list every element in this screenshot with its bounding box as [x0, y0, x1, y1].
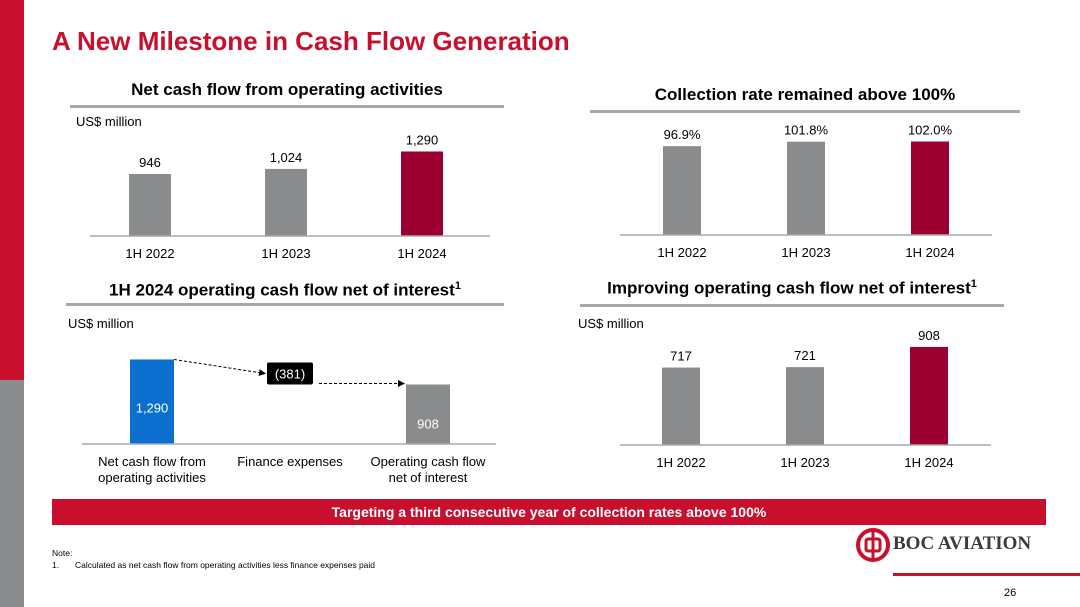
chart3-tick-label-1: Finance expenses — [237, 454, 343, 469]
chart3-title-rule — [66, 303, 504, 306]
chart1-bar-0 — [129, 174, 171, 236]
slide-title: A New Milestone in Cash Flow Generation — [52, 26, 570, 56]
chart4-tick-label-0: 1H 2022 — [656, 455, 705, 470]
chart2-bar-1 — [787, 141, 825, 235]
note-heading: Note: — [52, 548, 73, 558]
side-accent-grey — [0, 380, 24, 607]
target-banner: Targeting a third consecutive year of co… — [52, 499, 1046, 525]
chart2-tick-label-2: 1H 2024 — [905, 245, 954, 260]
chart3-title-text: 1H 2024 operating cash flow net of inter… — [109, 280, 455, 300]
chart4-title-rule — [580, 304, 1004, 307]
chart3-bar-0 — [130, 359, 174, 444]
chart4-bar-2 — [910, 346, 948, 445]
chart1-value-label-2: 1,290 — [406, 132, 439, 147]
chart2-value-label-1: 101.8% — [784, 123, 829, 138]
chart2-svg: 96.9% 101.8% 102.0% 1H 2022 1H 2023 1H 2024 — [620, 123, 992, 260]
chart4-title-text: Improving operating cash flow net of int… — [607, 278, 971, 298]
chart1-bar-2 — [401, 151, 443, 236]
page-number: 26 — [1004, 587, 1017, 599]
chart3-svg: 1,290 908 (381) Net cash flow from operatin… — [82, 358, 496, 485]
chart1-bar-1 — [265, 168, 307, 236]
chart3-unit-label: US$ million — [68, 316, 134, 331]
boc-logo-icon — [856, 528, 890, 562]
chart1-title: Net cash flow from operating activities — [131, 80, 443, 99]
chart2-value-label-2: 102.0% — [908, 123, 953, 138]
chart4-tick-label-2: 1H 2024 — [904, 455, 953, 470]
chart4-bar-1 — [786, 367, 824, 445]
chart4-bar-0 — [662, 367, 700, 445]
chart1-title-rule — [70, 105, 504, 108]
chart3-tick-label-0: Net cash flow from operating activities — [98, 454, 206, 485]
chart1-value-label-1: 1,024 — [270, 150, 303, 165]
chart2-bar-0 — [663, 146, 701, 235]
chart2-title-rule — [590, 110, 1020, 113]
chart3-bar-1 — [267, 362, 313, 385]
chart1-value-label-0: 946 — [139, 155, 161, 170]
chart3-value-label-2: 908 — [417, 416, 439, 431]
chart4-tick-label-1: 1H 2023 — [780, 455, 829, 470]
chart2-tick-label-1: 1H 2023 — [781, 245, 830, 260]
note-number: 1. — [52, 560, 60, 570]
chart1-tick-label-2: 1H 2024 — [397, 246, 446, 261]
chart1-unit-label: US$ million — [76, 114, 142, 129]
note-text: Calculated as net cash flow from operati… — [75, 560, 376, 570]
chart1-tick-label-0: 1H 2022 — [125, 246, 174, 261]
chart3-connector-arrow-1 — [173, 358, 266, 377]
chart2-tick-label-0: 1H 2022 — [657, 245, 706, 260]
chart3-value-label-0: 1,290 — [136, 401, 169, 416]
chart4-value-label-0: 717 — [670, 349, 692, 364]
chart3-title: 1H 2024 operating cash flow net of inter… — [66, 280, 504, 301]
logo-wordmark: BOC AVIATION — [893, 533, 1032, 554]
chart1-svg: 946 1,024 1,290 1H 2022 1H 2023 1H 2024 — [90, 132, 490, 261]
chart3-bar-2 — [406, 384, 450, 444]
logo-underline — [893, 573, 1080, 576]
chart4-title-footnote: 1 — [970, 278, 977, 290]
chart3-title-footnote: 1 — [454, 280, 461, 292]
chart2-value-label-0: 96.9% — [664, 127, 701, 142]
chart4-value-label-1: 721 — [794, 348, 816, 363]
chart4-value-label-2: 908 — [918, 328, 940, 343]
chart4-svg: 717 721 908 1H 2022 1H 2023 1H 2024 — [620, 328, 991, 470]
chart2-bar-2 — [911, 141, 949, 235]
chart1-tick-label-1: 1H 2023 — [261, 246, 310, 261]
chart4-unit-label: US$ million — [578, 316, 644, 331]
chart2-title: Collection rate remained above 100% — [654, 85, 956, 104]
chart3-tick-label-2: Operating cash flow net of interest — [371, 454, 487, 485]
side-accent-red — [0, 0, 24, 380]
chart4-title: Improving operating cash flow net of int… — [580, 278, 1004, 299]
chart3-value-label-1: (381) — [275, 366, 305, 381]
